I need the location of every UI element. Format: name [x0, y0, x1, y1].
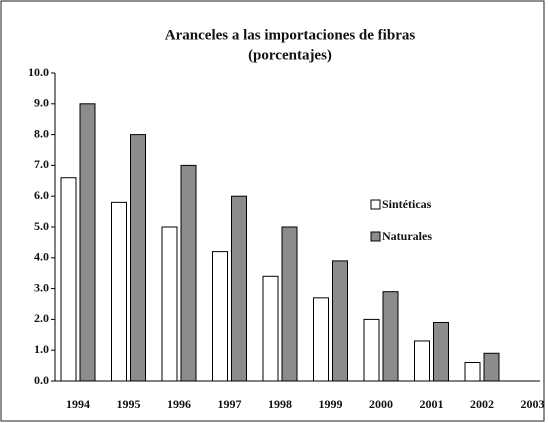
bar: [161, 226, 178, 382]
chart-title: Aranceles a las importaciones de fibras: [165, 27, 416, 43]
bar: [79, 103, 96, 382]
bar: [60, 177, 77, 382]
bar: [313, 297, 329, 382]
x-tick-label: 2001: [420, 397, 444, 411]
y-tick-label: 5.0: [34, 219, 49, 233]
x-tick-label: 1996: [167, 397, 191, 411]
bar: [212, 251, 228, 382]
bar: [363, 318, 380, 382]
y-tick-label: 7.0: [34, 157, 49, 171]
bar: [262, 275, 279, 382]
y-tick-label: 8.0: [34, 126, 49, 140]
x-tick-label: 1995: [117, 397, 141, 411]
y-tick-label: 10.0: [28, 65, 49, 79]
x-tick-label: 1999: [319, 397, 343, 411]
bar: [464, 362, 481, 382]
y-tick-label: 9.0: [34, 96, 49, 110]
chart-subtitle: (porcentajes): [248, 47, 332, 63]
y-tick-label: 4.0: [34, 250, 49, 264]
y-tick-label: 2.0: [34, 311, 49, 325]
x-tick-label: 2003: [521, 397, 545, 411]
bar: [111, 201, 127, 382]
y-tick-label: 1.0: [34, 342, 49, 356]
x-tick-label: 1994: [66, 397, 90, 411]
y-tick-label: 0.0: [34, 373, 49, 387]
legend-label: Naturales: [382, 229, 432, 243]
y-tick-label: 6.0: [34, 188, 49, 202]
bar: [130, 134, 146, 382]
bar: [231, 195, 247, 382]
legend-swatch: [370, 231, 381, 242]
bar: [483, 352, 500, 382]
bar: [332, 260, 348, 382]
bar: [281, 226, 298, 382]
bar: [180, 164, 197, 382]
bar: [382, 291, 399, 382]
legend-swatch: [370, 199, 381, 210]
x-tick-label: 1997: [218, 397, 242, 411]
y-tick-label: 3.0: [34, 280, 49, 294]
legend-label: Sintéticas: [382, 197, 432, 211]
x-tick-label: 1998: [268, 397, 292, 411]
x-tick-label: 2002: [470, 397, 494, 411]
bar: [433, 321, 449, 382]
bar: [414, 340, 430, 382]
x-tick-label: 2000: [369, 397, 393, 411]
